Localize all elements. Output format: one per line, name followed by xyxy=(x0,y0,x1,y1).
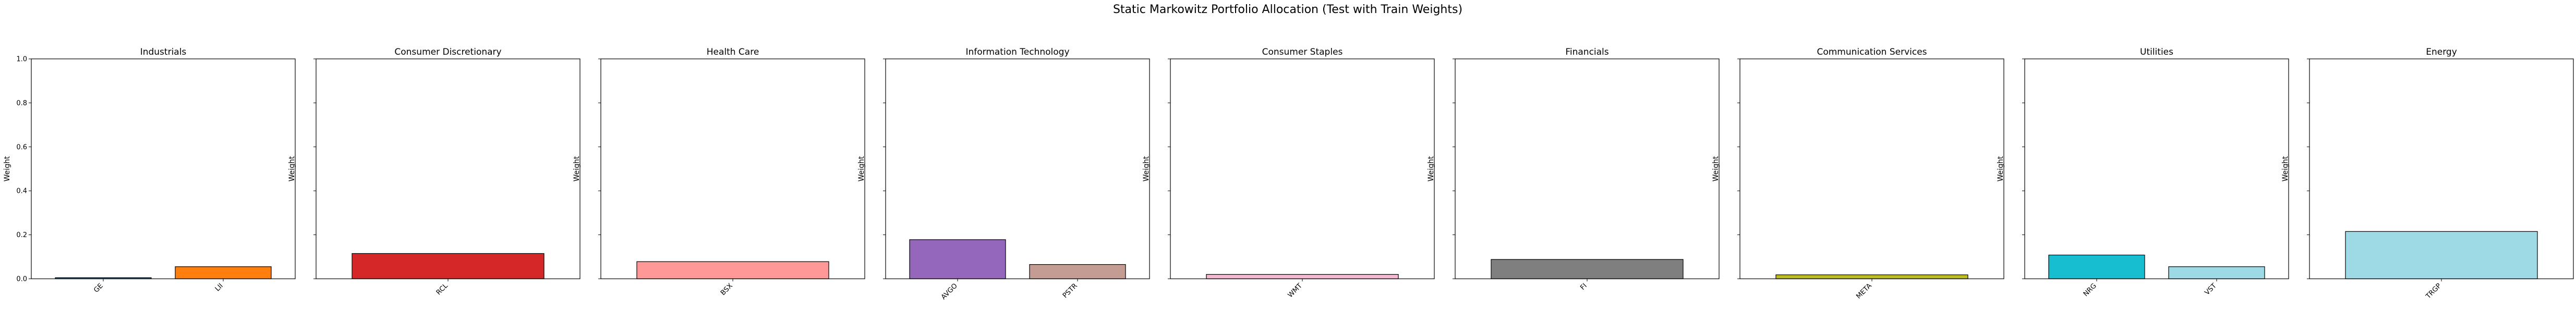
y-axis-label: Weight xyxy=(857,156,866,181)
axes-frame xyxy=(1170,58,1435,279)
y-tick-label: 0.8 xyxy=(16,100,27,107)
subplot-title: Utilities xyxy=(2140,47,2173,57)
y-tick-label: 1.0 xyxy=(16,56,27,64)
bar xyxy=(2048,254,2145,279)
axes-frame xyxy=(31,58,296,279)
axes-frame xyxy=(2024,58,2289,279)
y-axis-label: Weight xyxy=(1142,156,1151,181)
subplot-title: Consumer Discretionary xyxy=(394,47,501,57)
y-axis-label: Weight xyxy=(2281,156,2290,181)
subplot-title: Financials xyxy=(1565,47,1609,57)
bar xyxy=(1206,274,1399,279)
y-axis-label: Weight xyxy=(3,156,11,181)
y-axis-label: Weight xyxy=(1427,156,1435,181)
axes-frame xyxy=(1739,58,2004,279)
bar xyxy=(1775,274,1968,279)
y-tick-label: 0.2 xyxy=(16,231,27,239)
bar xyxy=(175,266,272,279)
bar xyxy=(352,253,545,279)
bar xyxy=(2345,231,2538,279)
y-tick-label: 0.0 xyxy=(16,276,27,283)
y-tick-label: 0.4 xyxy=(16,188,27,195)
subplot-title: Industrials xyxy=(140,47,187,57)
bar xyxy=(1029,264,1126,279)
bar xyxy=(636,261,829,279)
bar xyxy=(1491,259,1684,279)
subplot-title: Information Technology xyxy=(965,47,1069,57)
y-axis-label: Weight xyxy=(573,156,581,181)
y-tick-label: 0.6 xyxy=(16,143,27,151)
subplot-title: Health Care xyxy=(707,47,759,57)
axes-frame xyxy=(1455,58,1720,279)
axes-frame xyxy=(316,58,580,279)
y-axis-label: Weight xyxy=(1712,156,1720,181)
y-axis-label: Weight xyxy=(1997,156,2005,181)
bar xyxy=(909,239,1006,279)
axes-frame xyxy=(2309,58,2574,279)
axes-frame xyxy=(885,58,1150,279)
axes-frame xyxy=(600,58,865,279)
chart-title: Static Markowitz Portfolio Allocation (T… xyxy=(1113,3,1462,16)
subplot-title: Consumer Staples xyxy=(1262,47,1343,57)
bar xyxy=(2168,266,2265,279)
y-axis-label: Weight xyxy=(288,156,296,181)
subplot-title: Communication Services xyxy=(1817,47,1927,57)
subplot-title: Energy xyxy=(2426,47,2457,57)
